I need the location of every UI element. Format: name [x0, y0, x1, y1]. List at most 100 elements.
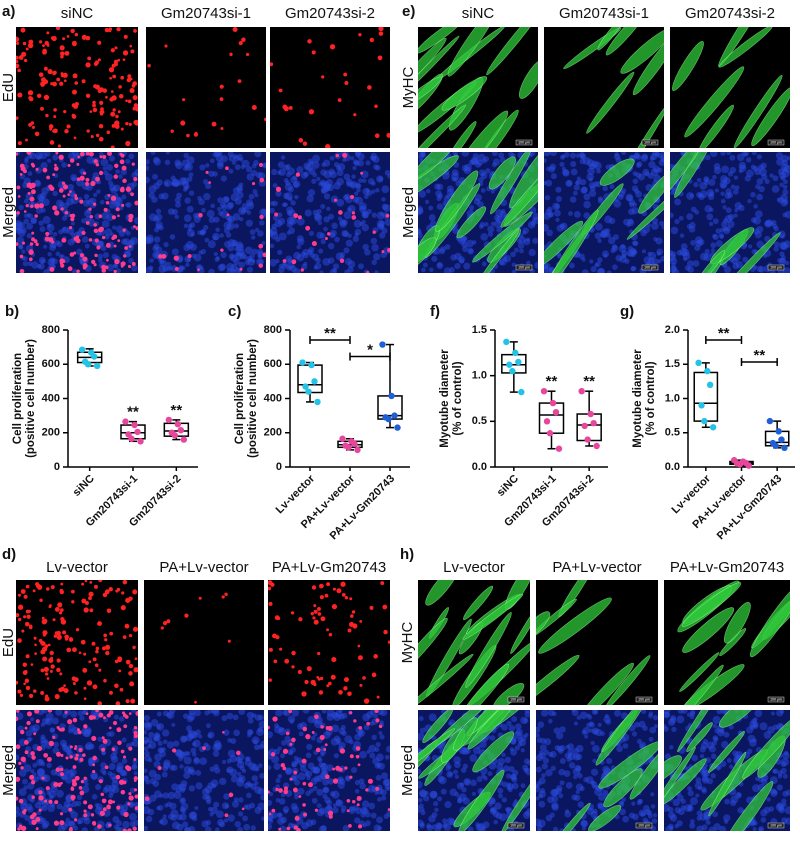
- nucleus: [428, 713, 437, 722]
- nucleus: [154, 734, 161, 742]
- nucleus: [162, 814, 167, 819]
- nucleus: [71, 152, 79, 156]
- stained-cell: [93, 223, 97, 227]
- nucleus: [664, 724, 667, 729]
- nucleus: [669, 825, 674, 831]
- stained-cell: [320, 616, 326, 622]
- nucleus: [385, 745, 390, 753]
- nucleus: [524, 758, 530, 764]
- stained-cell: [343, 677, 349, 683]
- stained-cell: [133, 667, 138, 673]
- stained-cell: [43, 666, 49, 672]
- nucleus: [148, 265, 154, 271]
- nucleus: [253, 739, 258, 745]
- nucleus: [146, 234, 154, 243]
- stained-cell: [356, 795, 362, 801]
- stained-cell: [283, 789, 289, 795]
- nucleus: [213, 764, 219, 770]
- stained-cell: [120, 186, 125, 191]
- nucleus: [259, 208, 266, 217]
- nucleus: [209, 766, 216, 772]
- stained-cell: [81, 582, 85, 586]
- nucleus: [676, 715, 685, 724]
- stained-cell: [307, 39, 312, 44]
- nucleus: [120, 168, 128, 176]
- stained-cell: [205, 170, 209, 174]
- nucleus: [224, 803, 230, 809]
- nucleus: [490, 808, 497, 815]
- stained-cell: [29, 196, 35, 202]
- nucleus: [157, 747, 164, 754]
- nucleus: [575, 744, 584, 753]
- stained-cell: [120, 789, 126, 795]
- nucleus: [555, 787, 562, 795]
- stained-cell: [52, 618, 56, 622]
- nucleus: [163, 759, 171, 767]
- stained-cell: [97, 824, 102, 829]
- stained-cell: [85, 93, 91, 99]
- stained-cell: [101, 747, 106, 752]
- micrograph-content: [270, 152, 390, 273]
- stained-cell: [123, 811, 129, 818]
- nucleus: [216, 162, 224, 170]
- stained-cell: [104, 644, 111, 650]
- stained-cell: [293, 825, 298, 830]
- nucleus: [571, 794, 578, 801]
- stained-cell: [129, 88, 135, 94]
- stained-cell: [22, 758, 26, 762]
- stained-cell: [311, 731, 315, 734]
- nucleus: [602, 765, 610, 774]
- nucleus: [784, 210, 790, 219]
- stained-cell: [344, 766, 348, 770]
- nucleus: [240, 164, 246, 170]
- stained-cell: [302, 726, 308, 732]
- nucleus: [164, 803, 169, 808]
- stained-cell: [78, 747, 83, 753]
- stained-cell: [162, 621, 168, 626]
- nucleus: [249, 229, 256, 235]
- stained-cell: [372, 230, 376, 234]
- box: [576, 413, 602, 442]
- nucleus: [35, 207, 43, 214]
- nucleus: [607, 270, 612, 273]
- nucleus: [278, 266, 285, 273]
- myotube: [456, 206, 487, 239]
- stained-cell: [26, 720, 31, 726]
- nucleus: [418, 190, 427, 198]
- stained-cell: [95, 133, 100, 138]
- nucleus: [686, 224, 692, 229]
- nucleus: [354, 152, 361, 158]
- stained-cell: [339, 258, 345, 264]
- stained-cell: [19, 693, 24, 697]
- nucleus: [246, 756, 251, 762]
- nucleus: [247, 782, 253, 788]
- nucleus: [242, 815, 248, 822]
- nucleus: [343, 194, 349, 201]
- nucleus: [750, 217, 757, 223]
- nucleus: [194, 805, 199, 811]
- nucleus: [212, 171, 218, 177]
- myotube: [488, 156, 516, 190]
- data-point: [503, 338, 510, 346]
- nucleus: [169, 764, 176, 771]
- myotube: [742, 713, 790, 779]
- stained-cell: [328, 632, 333, 637]
- y-tick-label: 0.5: [472, 415, 487, 427]
- nucleus: [216, 810, 224, 819]
- nucleus: [100, 827, 106, 831]
- stained-cell: [70, 28, 75, 34]
- stained-cell: [198, 596, 202, 600]
- nucleus: [348, 739, 354, 745]
- nucleus: [116, 767, 121, 773]
- data-point: [546, 430, 554, 437]
- nucleus: [199, 230, 205, 236]
- nucleus: [770, 711, 776, 716]
- nucleus: [594, 232, 602, 240]
- nucleus: [701, 770, 709, 778]
- nucleus: [261, 816, 264, 821]
- nucleus: [237, 753, 245, 761]
- stained-cell: [129, 681, 135, 687]
- micrograph-content: [270, 27, 390, 148]
- stained-cell: [101, 235, 106, 240]
- nucleus: [579, 179, 587, 186]
